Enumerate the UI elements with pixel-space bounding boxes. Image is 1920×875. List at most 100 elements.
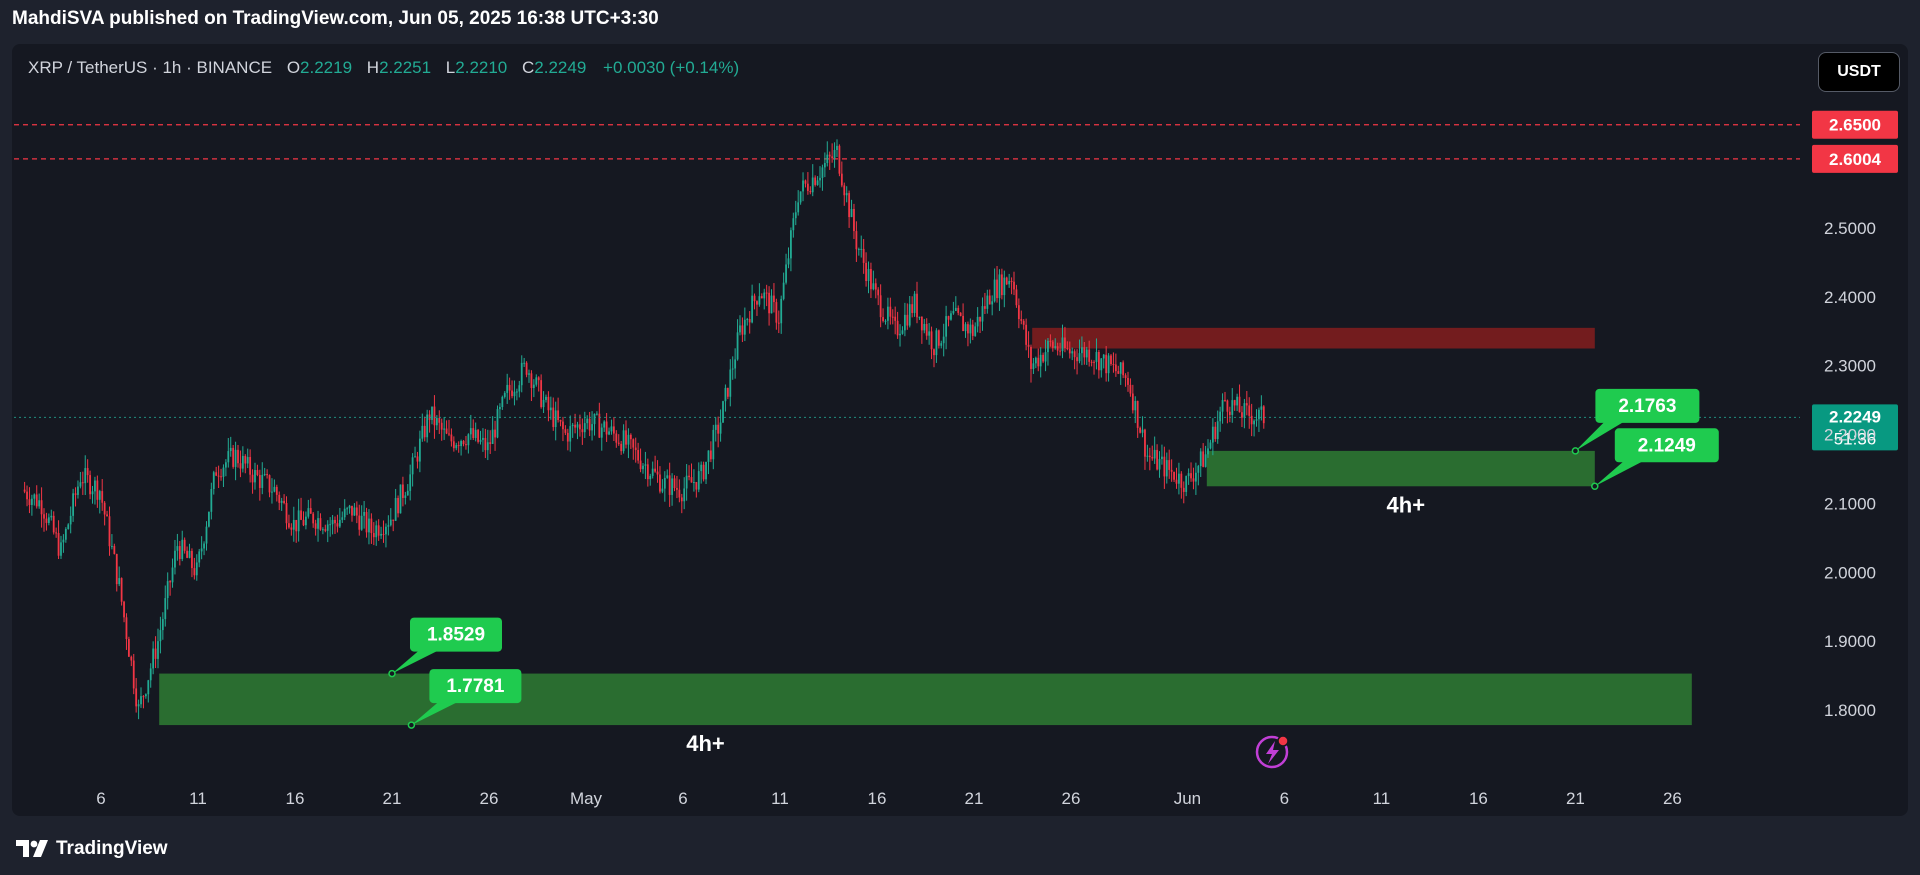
candle-body [736,332,739,360]
candle-body [132,660,135,689]
time-axis: 6 11 16 21 26 May 6 11 16 21 26 Jun 6 11 16 21 26 [96,789,1682,808]
candle-body [385,526,387,535]
candle-body [625,430,627,445]
candle-body [644,464,647,466]
candle-body [477,429,479,442]
candle-body [1000,274,1003,296]
candle-body [98,491,101,500]
candle-body [1042,354,1045,362]
candle-body [486,442,489,451]
axis-price-tag [1812,110,1898,139]
candle-body [991,301,994,305]
candle-body [222,467,225,477]
candle-body [782,282,785,299]
candle-body [901,330,904,334]
candle-body [338,519,341,527]
candle-body [828,154,831,157]
price-callout[interactable] [410,617,502,652]
candle-body [535,377,538,385]
candle-body [1139,427,1142,433]
candle-body [1221,400,1224,412]
resistance-zone[interactable] [1032,327,1595,349]
support-zone[interactable] [159,673,1692,726]
candle-body [154,648,157,659]
candle-body [149,668,152,681]
candle-body [610,426,613,432]
candle-body [494,429,496,438]
x-tick-label: 16 [286,789,305,808]
candle-body [627,434,630,445]
candle-body [867,268,870,281]
event-icon[interactable] [1255,735,1289,769]
candle-body [1119,362,1122,374]
candle-body [717,424,720,434]
price-callout[interactable] [429,669,522,704]
candle-body [697,471,700,490]
candle-body [67,524,70,530]
currency-button[interactable]: USDT [1818,52,1900,92]
candle-body [843,185,846,196]
tradingview-footer[interactable]: TradingView [16,838,168,860]
candle-body [275,486,278,495]
candle-body [433,406,436,426]
candle-body [111,546,113,548]
support-zone[interactable] [1206,450,1595,487]
candle-body [673,478,676,489]
candle-body [64,529,67,540]
candle-body [806,183,809,191]
candle-body [1064,337,1066,349]
candle-body [244,455,247,464]
candle-body [52,515,55,533]
candle-body [659,474,661,492]
candle-body [399,484,402,514]
candle-body [945,316,948,337]
candle-body [848,193,851,218]
candle-body [836,145,838,150]
candle-body [297,510,300,532]
open-value: 2.2219 [300,58,353,77]
candle-body [1066,348,1069,350]
low-value: 2.2210 [455,58,508,77]
candle-body [700,464,703,472]
candle-body [317,518,319,529]
candle-body [1110,355,1112,365]
candle-body [108,516,111,547]
candle-body [283,500,285,503]
candle-body [1209,442,1212,449]
candle-body [50,515,53,518]
candle-body [877,289,880,296]
candle-body [234,449,237,467]
candle-body [79,482,82,487]
candle-body [574,424,576,428]
candle-body [273,486,276,492]
candle-body [212,472,215,489]
candle-body [908,304,911,326]
candle-body [685,475,688,489]
candle-body [787,258,790,265]
candle-body [1248,405,1251,416]
candle-body [1228,411,1231,415]
candle-body [343,508,346,518]
candle-body [840,173,843,186]
candle-body [525,362,528,375]
callout-pointer [411,701,460,726]
price-callout[interactable] [1595,388,1700,423]
candle-body [402,484,404,498]
candle-body [1039,354,1042,367]
candle-body [1165,460,1168,477]
candle-body [656,471,659,475]
candle-body [768,292,770,314]
candle-body [937,330,940,346]
price-callout[interactable] [1614,428,1719,463]
candle-body [159,630,162,642]
candle-body [1185,476,1188,492]
candle-body [1260,406,1263,410]
candle-body [872,283,875,290]
candle-body [503,392,506,397]
candle-body [472,428,475,438]
candle-body [850,208,853,218]
candle-body [1141,429,1144,433]
candle-body [40,500,43,515]
candle-body [634,447,637,451]
